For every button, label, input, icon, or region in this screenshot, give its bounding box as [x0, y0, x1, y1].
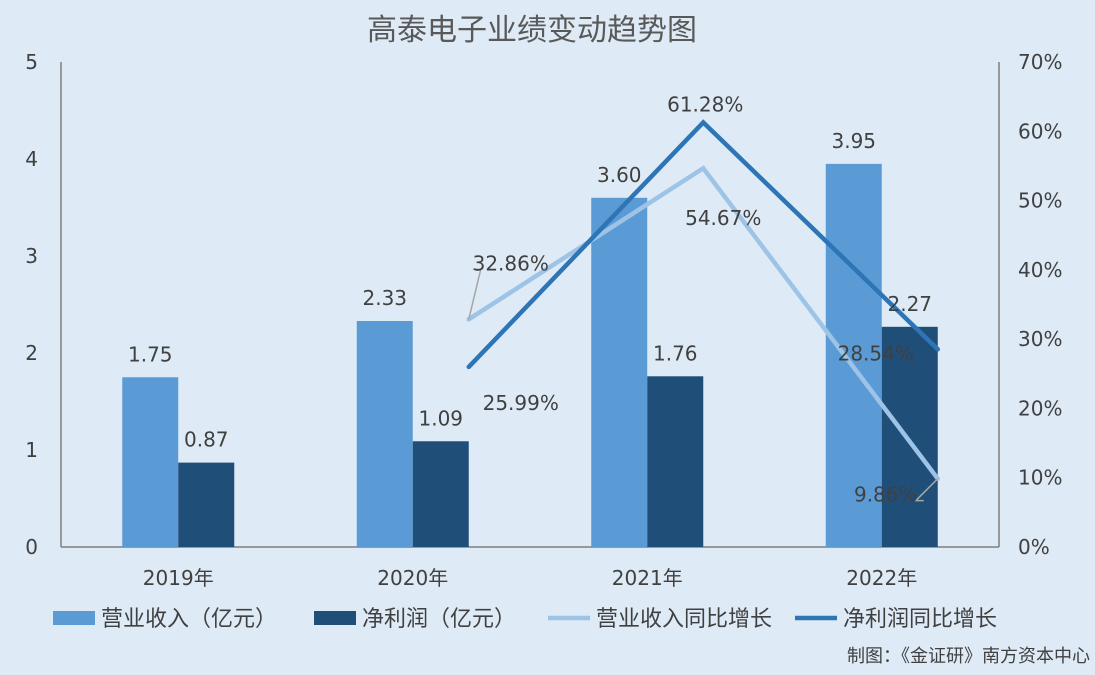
- bar-data-label: 1.09: [418, 406, 463, 430]
- y-right-tick-label: 40%: [1018, 258, 1062, 282]
- line-data-label: 9.86%: [854, 483, 918, 507]
- legend-swatch: [314, 611, 356, 625]
- x-tick-label: 2022年: [846, 566, 917, 590]
- legend: 营业收入（亿元） 净利润（亿元） 营业收入同比增长 净利润同比增长: [53, 607, 997, 632]
- y-right-tick-label: 60%: [1018, 119, 1062, 143]
- y-left-tick-label: 5: [25, 50, 38, 74]
- bar: [825, 163, 882, 547]
- legend-swatch: [53, 611, 95, 625]
- bar: [881, 326, 938, 547]
- bar-data-label: 2.33: [362, 286, 407, 310]
- line-data-label: 61.28%: [667, 92, 743, 116]
- line-data-label: 25.99%: [483, 391, 559, 415]
- bar-data-label: 3.60: [597, 163, 642, 187]
- line-data-label: 54.67%: [685, 206, 761, 230]
- legend-label: 净利润同比增长: [843, 607, 997, 632]
- y-right-tick-label: 70%: [1018, 50, 1062, 74]
- legend-label: 净利润（亿元）: [362, 607, 516, 632]
- bar: [178, 462, 235, 547]
- y-left-tick-label: 0: [25, 535, 38, 559]
- series-line: [466, 119, 940, 370]
- y-right-tick-label: 30%: [1018, 327, 1062, 351]
- label-leader-line: [913, 478, 939, 502]
- y-left-tick-label: 1: [25, 438, 38, 462]
- x-tick-label: 2021年: [612, 566, 683, 590]
- line-data-label: 32.86%: [473, 251, 549, 275]
- y-right-tick-label: 50%: [1018, 189, 1062, 213]
- bar-data-label: 1.75: [128, 342, 173, 366]
- bar: [591, 197, 648, 548]
- line-data-label: 28.54%: [838, 341, 914, 365]
- y-right-tick-label: 20%: [1018, 396, 1062, 420]
- bars-group: [122, 163, 938, 548]
- y-left-tick-label: 2: [25, 341, 38, 365]
- bar: [412, 441, 469, 547]
- bar-data-label: 1.76: [653, 341, 698, 365]
- bar: [122, 377, 179, 547]
- legend-label: 营业收入同比增长: [596, 607, 772, 632]
- bar: [356, 320, 413, 547]
- y-right-tick-label: 10%: [1018, 466, 1062, 490]
- label-leader-line: [468, 268, 482, 320]
- y-left-tick-label: 3: [25, 244, 38, 268]
- series-line: [466, 165, 940, 481]
- bar-data-label: 3.95: [831, 129, 876, 153]
- x-tick-label: 2020年: [377, 566, 448, 590]
- chart-title: 高泰电子业绩变动趋势图: [367, 13, 697, 48]
- x-tick-label: 2019年: [143, 566, 214, 590]
- bar-data-label: 2.27: [887, 292, 932, 316]
- bar-data-label: 0.87: [184, 428, 229, 452]
- bar: [647, 376, 704, 547]
- lines-group: [466, 119, 940, 502]
- legend-label: 营业收入（亿元）: [101, 607, 277, 632]
- y-left-tick-label: 4: [25, 147, 38, 171]
- y-right-tick-label: 0%: [1018, 535, 1050, 559]
- data-labels-group: 1.75 2.33 3.60 3.95 0.87 1.09 1.76 2.27 32.86% 54…: [128, 92, 932, 506]
- source-credit: 制图：《金证研》南方资本中心: [847, 646, 1090, 667]
